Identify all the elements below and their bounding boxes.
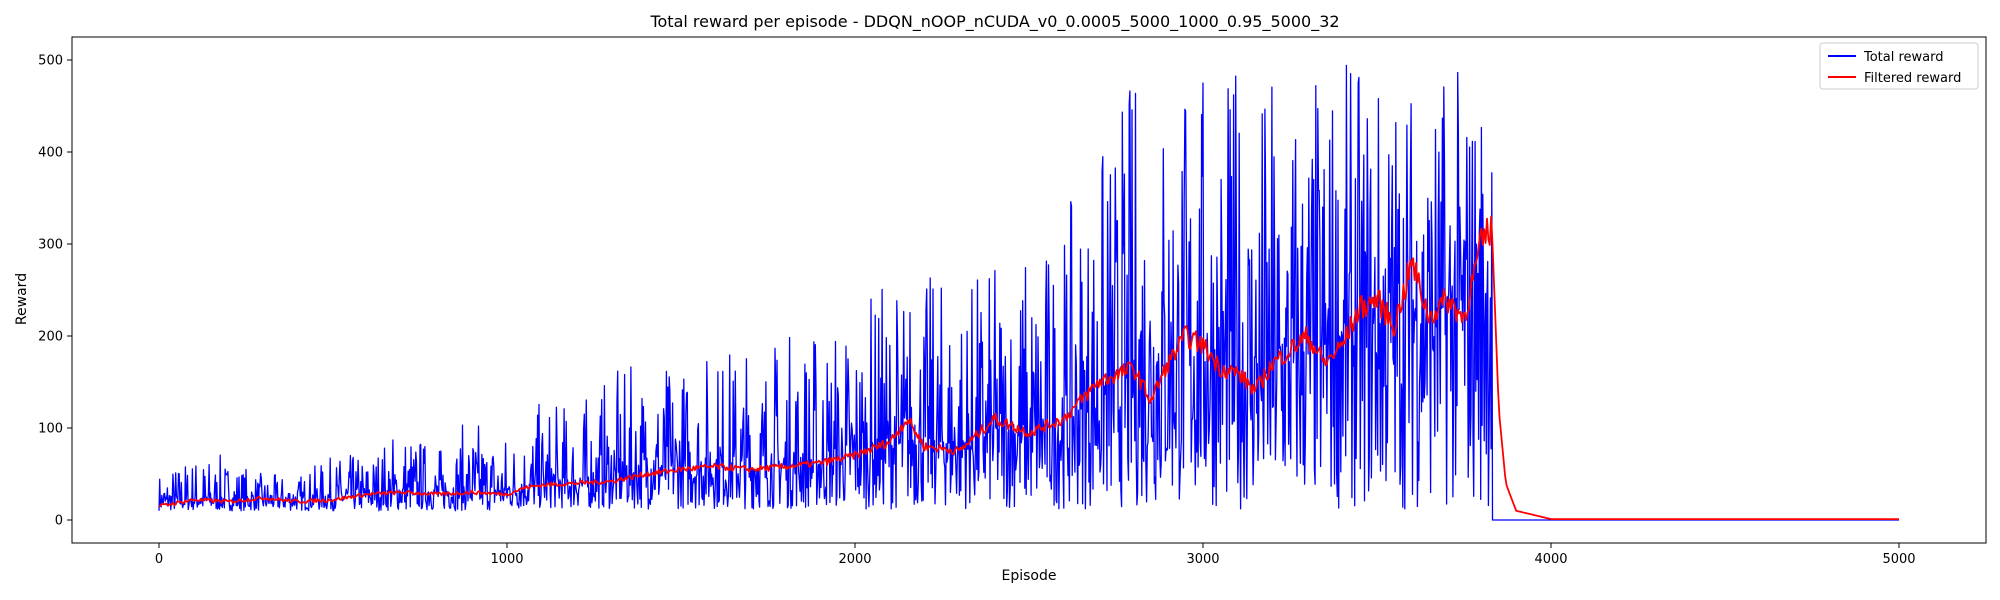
plot-frame	[71, 36, 1987, 544]
y-axis-ticks: 0 100 200 300 400 500	[38, 54, 72, 529]
y-tick-label: 400	[38, 146, 63, 161]
legend: Total reward Filtered reward	[1819, 42, 1979, 90]
x-tick-label: 5000	[1882, 552, 1915, 567]
y-tick-label: 100	[38, 422, 63, 437]
x-tick-label: 2000	[838, 552, 871, 567]
x-tick-label: 4000	[1534, 552, 1567, 567]
series-filtered-reward-line	[158, 215, 1899, 520]
legend-box	[1819, 42, 1979, 90]
x-tick-label: 3000	[1186, 552, 1219, 567]
y-tick-label: 200	[38, 330, 63, 345]
y-tick-label: 300	[38, 238, 63, 253]
x-axis-ticks: 0 1000 2000 3000 4000 5000	[155, 543, 1916, 567]
y-tick-label: 500	[38, 54, 63, 69]
legend-label-total-reward: Total reward	[1863, 50, 1944, 65]
x-tick-label: 0	[155, 552, 163, 567]
x-axis-label: Episode	[1002, 568, 1057, 584]
chart-title: Total reward per episode - DDQN_nOOP_nCU…	[649, 12, 1339, 32]
x-tick-label: 1000	[490, 552, 523, 567]
y-axis-label: Reward	[14, 273, 30, 325]
y-tick-label: 0	[55, 514, 63, 529]
legend-label-filtered-reward: Filtered reward	[1864, 71, 1961, 86]
series-layer	[158, 64, 1899, 521]
series-total-reward-line	[158, 64, 1899, 521]
